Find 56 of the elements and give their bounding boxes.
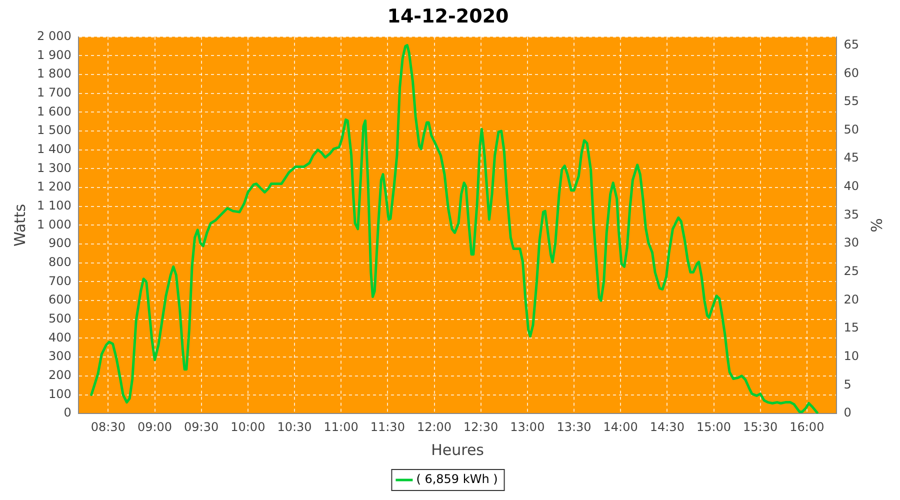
y2-axis-title: %: [867, 218, 886, 232]
y-tick-label: 2 000: [36, 28, 72, 43]
y-tick-label: 1 200: [36, 180, 72, 194]
y-tick-label: 200: [48, 368, 72, 382]
x-tick-label: 13:00: [510, 420, 545, 434]
y-tick-label: 1 700: [36, 85, 72, 100]
y2-tick-label: 35: [844, 207, 860, 222]
x-tick-label: 14:00: [603, 420, 638, 434]
y2-tick-label: 45: [844, 150, 860, 165]
y-axis-title: Watts: [10, 204, 29, 247]
x-tick-label: 13:30: [556, 420, 592, 434]
y2-tick-label: 60: [844, 66, 860, 80]
x-tick-label: 11:30: [370, 420, 405, 434]
y2-tick-label: 20: [844, 292, 860, 306]
y2-tick-label: 50: [844, 122, 860, 136]
x-tick-label: 14:30: [650, 420, 684, 434]
y2-tick-label: 10: [844, 349, 860, 364]
y-tick-label: 1 900: [36, 48, 72, 62]
y-tick-label: 0: [64, 406, 72, 420]
x-tick-label: 12:00: [416, 420, 452, 434]
x-tick-label: 12:30: [464, 420, 498, 434]
y-tick-label: 900: [48, 236, 72, 250]
x-tick-label: 15:30: [743, 420, 778, 434]
x-tick-label: 16:00: [790, 420, 824, 434]
y-tick-label: 1 600: [36, 104, 72, 118]
x-tick-label: 09:00: [137, 420, 172, 434]
x-tick-label: 15:00: [696, 420, 732, 434]
y-tick-label: 800: [48, 255, 72, 270]
x-axis-title: Heures: [431, 440, 484, 459]
y2-tick-label: 25: [844, 264, 860, 278]
y2-tick-label: 0: [844, 406, 852, 420]
y2-tick-label: 55: [844, 94, 860, 108]
legend-label: ( 6,859 kWh ): [416, 472, 498, 486]
x-tick-label: 10:00: [230, 420, 266, 434]
x-tick-label: 09:30: [184, 420, 219, 434]
y-tick-label: 1 500: [36, 123, 72, 138]
y-tick-label: 300: [48, 349, 72, 364]
x-tick-label: 08:30: [90, 420, 126, 434]
x-tick-label: 10:30: [277, 420, 312, 434]
y-tick-label: 1 300: [36, 160, 72, 175]
y2-tick-label: 30: [844, 236, 860, 250]
y2-tick-label: 15: [844, 320, 860, 335]
y2-tick-label: 65: [844, 37, 860, 52]
y2-tick-label: 40: [844, 179, 860, 194]
y-tick-label: 100: [48, 386, 72, 401]
x-tick-label: 11:00: [324, 420, 358, 434]
y-tick-label: 400: [48, 330, 72, 344]
y-tick-label: 700: [48, 274, 72, 288]
y-tick-label: 500: [48, 312, 72, 326]
y2-tick-label: 5: [844, 377, 852, 392]
y-tick-label: 1 400: [36, 142, 72, 156]
chart-title: 14-12-2020: [387, 5, 509, 28]
y-tick-label: 1 000: [36, 217, 72, 232]
y-tick-label: 1 800: [36, 66, 72, 81]
y-tick-label: 1 100: [36, 198, 72, 212]
y-tick-label: 600: [48, 292, 72, 307]
